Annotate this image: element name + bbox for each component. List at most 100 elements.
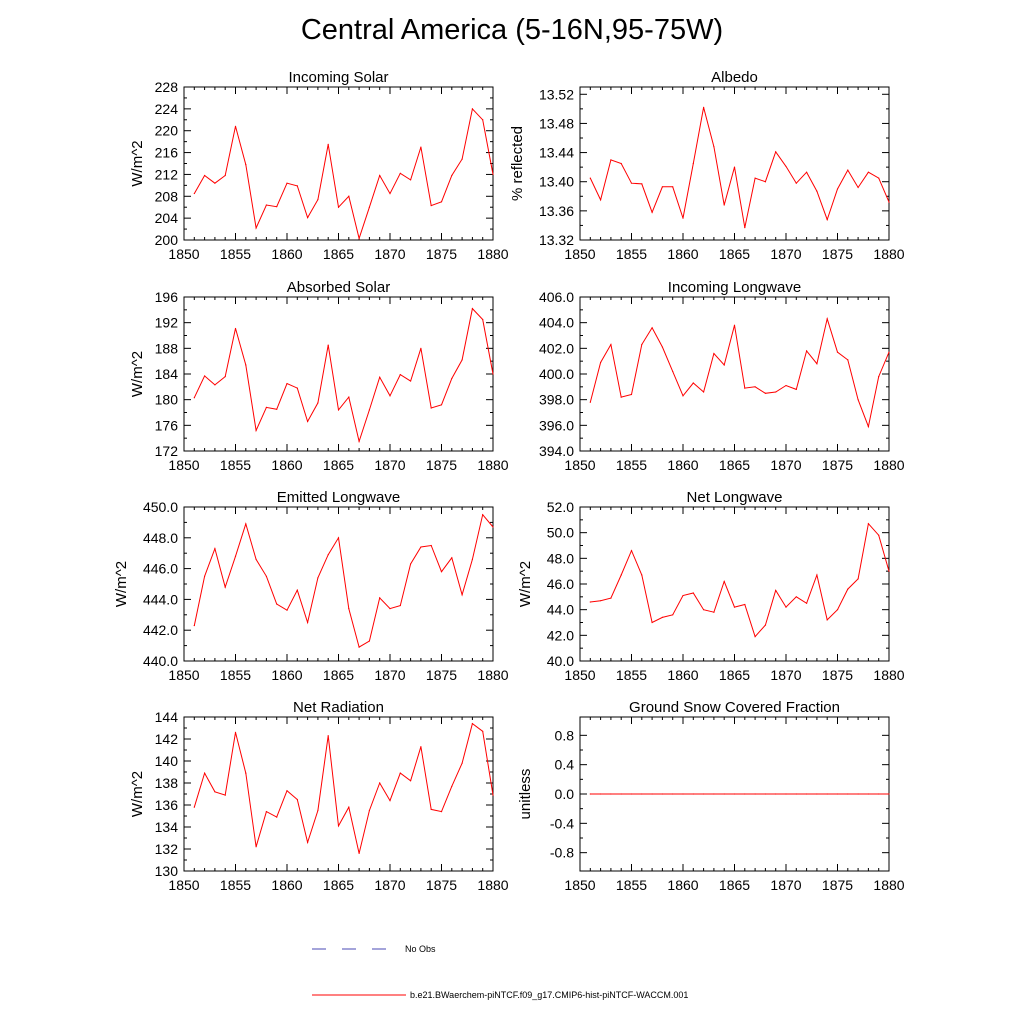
incoming-longwave-ytick-label: 394.0 xyxy=(539,443,574,459)
incoming-longwave-data-point xyxy=(744,387,746,389)
albedo-xtick-label: 1855 xyxy=(616,246,647,262)
legend: No Obs b.e21.BWaerchem-piNTCF.f09_g17.CMI… xyxy=(312,944,688,1000)
emitted-longwave-data-point xyxy=(337,537,340,539)
net-radiation-xtick-label: 1865 xyxy=(323,877,354,893)
net-radiation-data-point xyxy=(492,794,494,796)
incoming-solar-data-point xyxy=(255,227,257,229)
incoming-longwave-data-point xyxy=(723,364,725,366)
emitted-longwave-ytick-label: 442.0 xyxy=(143,622,178,638)
ground-snow-covered-fraction-ytick-label: 0.8 xyxy=(555,727,575,743)
ground-snow-covered-fraction-xtick-label: 1855 xyxy=(616,877,647,893)
ground-snow-covered-fraction-data-point xyxy=(816,793,818,795)
incoming-solar-xtick-label: 1880 xyxy=(477,246,508,262)
absorbed-solar-ytick-label: 188 xyxy=(155,340,179,356)
incoming-solar-ytick-label: 224 xyxy=(155,101,179,117)
net-radiation-data-point xyxy=(410,780,412,782)
emitted-longwave-frame xyxy=(183,506,494,662)
legend-label-no-obs: No Obs xyxy=(405,944,436,954)
incoming-solar-xtick-label: 1870 xyxy=(374,246,405,262)
albedo-data-point xyxy=(867,171,870,173)
incoming-longwave-data-point xyxy=(661,346,664,348)
absorbed-solar-xtick-label: 1875 xyxy=(426,457,457,473)
incoming-solar-data-point xyxy=(204,174,206,177)
net-longwave-series-line xyxy=(590,522,890,638)
ground-snow-covered-fraction-data-point xyxy=(795,793,797,795)
albedo-data-point xyxy=(672,186,674,188)
albedo-ytick-label: 13.48 xyxy=(539,115,574,131)
incoming-longwave-data-point xyxy=(651,327,653,329)
emitted-longwave-ytick-label: 450.0 xyxy=(143,499,178,515)
albedo-data-point xyxy=(857,186,859,189)
albedo-data-point xyxy=(764,181,767,183)
emitted-longwave-data-point xyxy=(276,603,278,605)
panel-net-radiation: 1850 1855 1860 1865 1870 1875 1880 130 132 134 136… xyxy=(129,699,509,893)
emitted-longwave-data-point xyxy=(492,526,494,528)
net-longwave-data-point xyxy=(878,534,880,536)
net-longwave-ytick-label: 52.0 xyxy=(547,499,574,515)
net-radiation-data-point xyxy=(327,735,329,737)
net-radiation-data-point xyxy=(234,731,237,734)
albedo-data-point xyxy=(723,204,725,206)
net-longwave-ytick-label: 50.0 xyxy=(547,525,574,541)
ground-snow-covered-fraction-data-point xyxy=(630,793,633,795)
emitted-longwave-data-point xyxy=(389,608,391,610)
net-longwave-xtick-label: 1860 xyxy=(667,667,698,683)
incoming-longwave-data-point xyxy=(867,426,870,428)
absorbed-solar-data-point xyxy=(461,359,463,361)
net-radiation-xtick-label: 1870 xyxy=(374,877,405,893)
net-longwave-data-point xyxy=(836,609,839,611)
panel-albedo: 1850 1855 1860 1865 1870 1875 1880 13.32 13.36 13… xyxy=(509,69,905,262)
absorbed-solar-xtick-label: 1880 xyxy=(477,457,508,473)
albedo-data-point xyxy=(620,162,622,165)
albedo-xtick-label: 1860 xyxy=(667,246,698,262)
absorbed-solar-data-point xyxy=(276,408,278,410)
albedo-frame xyxy=(579,86,890,241)
absorbed-solar-ytick-label: 192 xyxy=(155,315,179,331)
ground-snow-covered-fraction-xtick-label: 1860 xyxy=(667,877,698,893)
net-longwave-ytick-label: 42.0 xyxy=(547,627,574,643)
albedo-data-point xyxy=(630,182,633,184)
net-longwave-xtick-label: 1865 xyxy=(719,667,750,683)
absorbed-solar-frame xyxy=(183,296,494,452)
ground-snow-covered-fraction-data-point xyxy=(754,793,756,795)
emitted-longwave-ytick-label: 440.0 xyxy=(143,653,178,669)
albedo-xtick-label: 1850 xyxy=(564,246,595,262)
absorbed-solar-series-line xyxy=(193,307,494,444)
emitted-longwave-xtick-label: 1875 xyxy=(426,667,457,683)
incoming-solar-data-point xyxy=(368,206,370,208)
incoming-solar-data-point xyxy=(276,206,278,208)
net-radiation-data-point xyxy=(255,846,257,848)
emitted-longwave-ytick-label: 448.0 xyxy=(143,530,178,546)
absorbed-solar-data-point xyxy=(255,429,257,432)
net-longwave-ytick-label: 40.0 xyxy=(547,653,574,669)
incoming-longwave-xtick-label: 1875 xyxy=(822,457,853,473)
ground-snow-covered-fraction-data-point xyxy=(857,793,859,795)
incoming-longwave-xtick-label: 1850 xyxy=(564,457,595,473)
panel-emitted-longwave: 1850 1855 1860 1865 1870 1875 1880 440.0 442.0 44… xyxy=(113,489,509,683)
albedo-ytick-label: 13.36 xyxy=(539,203,574,219)
emitted-longwave-data-point xyxy=(358,646,360,648)
net-longwave-ytick-label: 44.0 xyxy=(547,602,574,618)
net-longwave-data-point xyxy=(775,589,777,592)
emitted-longwave-xtick-label: 1855 xyxy=(220,667,251,683)
ground-snow-covered-fraction-data-point xyxy=(867,793,870,795)
incoming-solar-data-point xyxy=(317,198,319,201)
albedo-data-point xyxy=(692,162,694,165)
net-longwave-xtick-label: 1850 xyxy=(564,667,595,683)
emitted-longwave-xtick-label: 1850 xyxy=(168,667,199,683)
ground-snow-covered-fraction-data-point xyxy=(775,793,777,795)
net-longwave-data-point xyxy=(630,550,633,552)
net-longwave-data-point xyxy=(754,636,756,638)
albedo-data-point xyxy=(826,219,828,221)
incoming-longwave-data-point xyxy=(806,350,808,352)
net-longwave-ytick-label: 48.0 xyxy=(547,550,574,566)
ground-snow-covered-fraction-data-point xyxy=(692,793,694,795)
absorbed-solar-data-point xyxy=(451,377,453,380)
incoming-solar-data-point xyxy=(430,204,432,207)
albedo-data-point xyxy=(600,199,602,201)
net-longwave-ylabel: W/m^2 xyxy=(517,561,534,607)
albedo-ytick-label: 13.44 xyxy=(539,145,574,161)
emitted-longwave-data-point xyxy=(193,624,195,627)
albedo-ytick-label: 13.52 xyxy=(539,86,574,102)
